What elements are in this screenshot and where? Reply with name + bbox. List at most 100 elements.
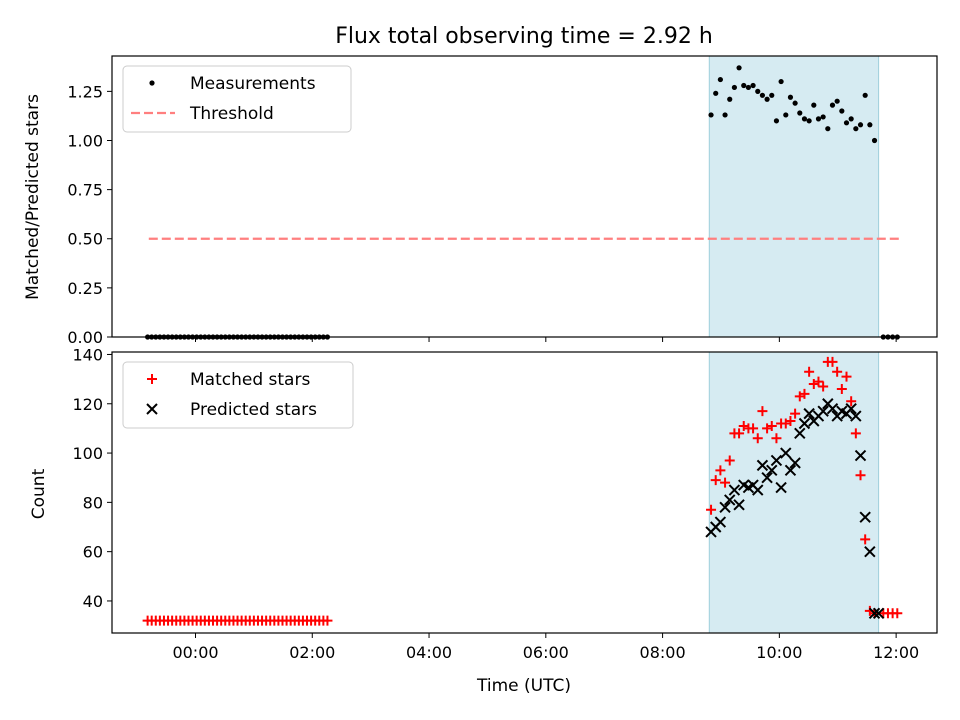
matched-star-marker <box>813 376 824 387</box>
x-tick-label: 12:00 <box>873 643 919 662</box>
bottom-y-axis-label: Count <box>29 468 49 519</box>
measurement-point <box>778 78 784 85</box>
observing-span-shade <box>708 351 880 634</box>
predicted-star-marker <box>733 499 745 511</box>
measurement-point <box>755 88 761 94</box>
y-tick-label: 140 <box>72 345 103 364</box>
measurement-point <box>801 116 808 122</box>
measurement-point <box>815 116 822 122</box>
measurement-point <box>862 92 868 98</box>
legend-dot-marker <box>149 80 155 86</box>
predicted-star-marker <box>859 511 871 523</box>
axes-frame <box>111 55 938 338</box>
predicted-star-marker <box>850 410 862 422</box>
legend-plus-marker <box>147 374 157 384</box>
predicted-star-marker <box>854 449 867 462</box>
matched-star-marker <box>846 396 857 407</box>
legend-label: Predicted stars <box>190 400 317 420</box>
x-axis-label: Time (UTC) <box>476 676 571 696</box>
legend-box <box>122 361 354 429</box>
matched-star-marker <box>860 534 871 545</box>
measurement-point <box>839 108 845 114</box>
measurement-point <box>829 102 836 108</box>
measurement-point <box>731 84 737 91</box>
measurement-point <box>717 76 723 83</box>
predicted-star-marker <box>724 494 736 506</box>
legend-box <box>122 65 352 133</box>
x-tick-label: 10:00 <box>756 643 802 662</box>
predicted-star-marker <box>826 402 839 415</box>
legend-label: Measurements <box>190 74 316 94</box>
measurement-point <box>825 126 831 132</box>
matched-star-marker <box>855 470 866 481</box>
matched-star-marker <box>799 388 810 399</box>
predicted-star-marker <box>752 484 764 496</box>
measurement-point <box>848 116 854 122</box>
predicted-star-marker <box>770 454 783 467</box>
measurement-point <box>736 65 742 71</box>
matched-star-marker <box>892 608 903 619</box>
measurement-point <box>787 94 794 100</box>
measurement-point <box>857 122 864 128</box>
matched-star-marker <box>748 423 759 434</box>
matched-star-marker <box>724 455 735 466</box>
matched-star-marker <box>706 504 717 515</box>
measurement-point <box>867 122 873 128</box>
matched-star-marker <box>734 428 745 439</box>
predicted-star-marker <box>784 464 797 477</box>
x-tick-label: 00:00 <box>172 643 218 662</box>
predicted-star-marker <box>756 459 769 472</box>
predicted-star-marker <box>728 484 741 496</box>
top-y-axis-label: Matched/Predicted stars <box>23 94 43 300</box>
y-tick-label: 120 <box>72 395 103 414</box>
y-tick-label: 100 <box>72 444 103 463</box>
legend-label: Matched stars <box>190 370 310 390</box>
y-tick-label: 60 <box>83 543 103 562</box>
matched-star-marker <box>818 381 829 392</box>
y-tick-label: 1.25 <box>67 82 103 101</box>
measurement-point <box>834 98 840 104</box>
matched-star-marker <box>757 406 768 417</box>
predicted-star-marker <box>761 472 773 484</box>
matched-star-marker <box>766 420 777 431</box>
matched-star-marker <box>832 366 843 377</box>
measurement-point <box>764 96 770 102</box>
measurement-point <box>871 137 878 144</box>
matched-star-marker <box>752 433 763 444</box>
axes-frame <box>111 351 938 634</box>
predicted-star-marker <box>766 464 778 477</box>
matched-star-marker <box>322 615 333 626</box>
predicted-star-marker <box>780 447 792 459</box>
measurement-point <box>708 112 714 118</box>
measurement-point <box>750 82 756 89</box>
y-tick-label: 0.00 <box>67 328 103 347</box>
matched-star-marker <box>710 475 721 486</box>
measurement-point <box>811 102 817 108</box>
matched-star-marker <box>827 356 838 367</box>
matched-star-marker <box>715 465 726 476</box>
matched-star-marker <box>790 408 801 419</box>
matched-star-marker <box>850 428 861 439</box>
matched-star-marker <box>720 477 731 488</box>
measurement-point <box>741 82 747 89</box>
predicted-star-marker <box>789 457 801 469</box>
chart-title: Flux total observing time = 2.92 h <box>335 24 713 49</box>
predicted-star-marker <box>817 405 829 417</box>
measurement-point <box>792 100 798 106</box>
top-panel: 0.00 0.25 0.50 0.75 1.00 1.25 Measurements Thre… <box>67 55 938 347</box>
predicted-star-marker <box>868 607 881 619</box>
measurement-point <box>759 92 766 98</box>
predicted-star-marker <box>719 501 731 513</box>
matched-star-marker <box>804 366 815 377</box>
predicted-star-marker <box>794 427 806 440</box>
x-tick-label: 04:00 <box>406 643 452 662</box>
measurement-point <box>773 118 780 124</box>
predicted-star-marker <box>845 402 857 415</box>
matched-star-marker <box>841 371 852 382</box>
measurement-point <box>806 118 812 124</box>
predicted-star-marker <box>872 607 885 619</box>
y-tick-label: 1.00 <box>67 131 103 150</box>
x-tick-label: 08:00 <box>640 643 686 662</box>
measurement-point <box>797 110 803 116</box>
